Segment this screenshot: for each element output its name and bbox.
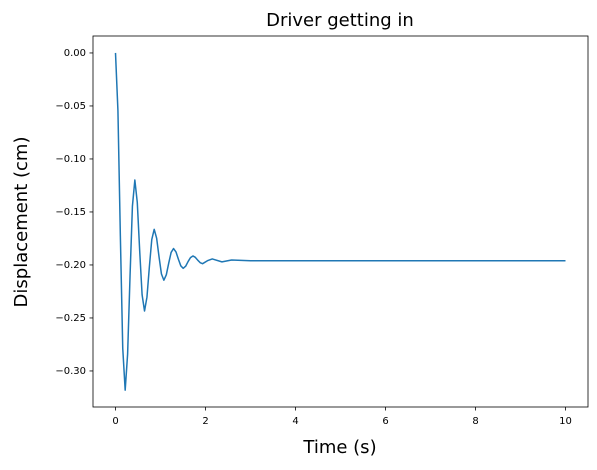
x-tick-label: 0 (112, 416, 118, 427)
y-tick-label: −0.10 (55, 154, 86, 165)
x-tick-label: 6 (382, 416, 388, 427)
chart-title: Driver getting in (266, 10, 414, 31)
y-tick-label: 0.00 (64, 48, 86, 59)
y-tick-label: −0.05 (55, 101, 86, 112)
y-axis-label: Displacement (cm) (11, 137, 32, 308)
x-axis-label: Time (s) (302, 437, 376, 458)
plot-frame (92, 35, 589, 408)
x-tick-label: 10 (559, 416, 572, 427)
y-tick-label: −0.20 (55, 260, 86, 271)
y-tick-label: −0.30 (55, 366, 86, 377)
y-tick-label: −0.25 (55, 313, 86, 324)
x-tick-label: 4 (292, 416, 298, 427)
y-tick-label: −0.15 (55, 207, 86, 218)
x-tick-label: 8 (472, 416, 478, 427)
x-tick-label: 2 (202, 416, 208, 427)
line-series (114, 52, 566, 391)
